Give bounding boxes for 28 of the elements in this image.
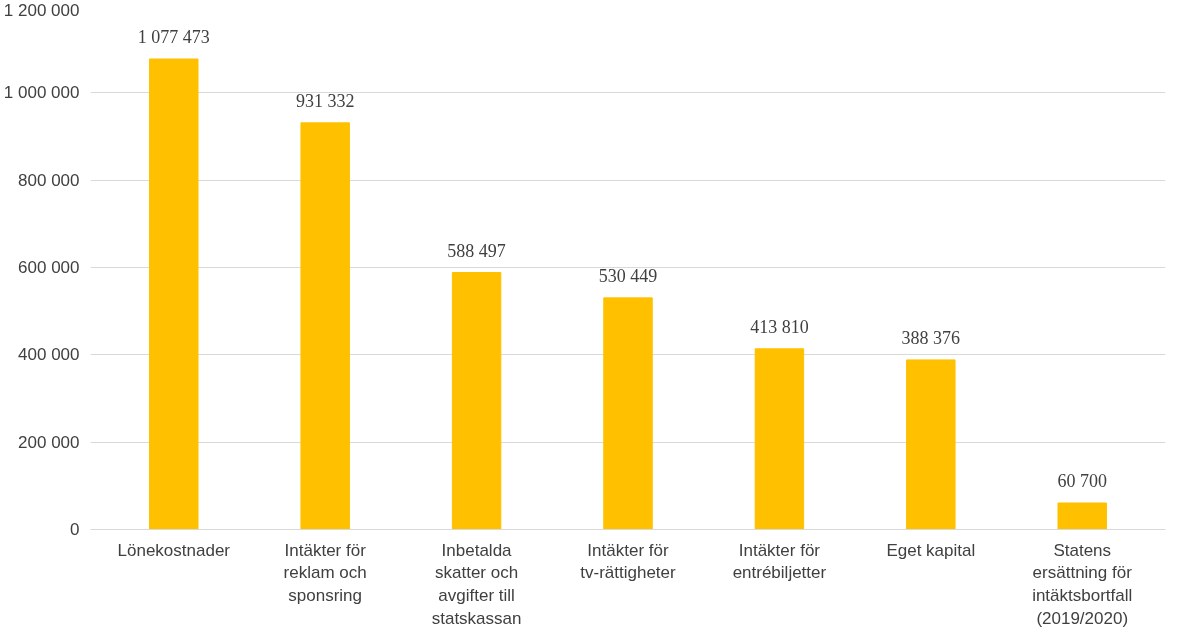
bar [149,58,199,530]
y-tick-label: 400 000 [18,345,80,365]
data-label: 588 497 [447,240,506,261]
bar [906,359,956,530]
x-tick-label: Lönekostnader [117,540,231,560]
bar [300,122,350,530]
data-label: 1 077 473 [137,27,210,47]
data-label: 388 376 [901,327,961,348]
data-label: 530 449 [598,265,658,286]
bar [603,297,653,530]
bar [451,272,502,530]
data-label: 931 332 [295,90,355,111]
y-tick-label: 1 000 000 [3,83,80,103]
x-tick-label: Inbetalda skatter och avgifter till statskassan [431,540,522,628]
bar [1057,502,1107,530]
data-label: 413 810 [750,316,809,337]
x-tick-label: Intäkter för reklam och sponsring [283,540,367,606]
bar [754,348,805,530]
x-tick-label: Statens ersättning för intäktsbortfall (2019/2020) [1032,540,1133,628]
y-tick-label: 0 [70,520,80,539]
y-tick-label: 600 000 [18,258,80,277]
x-tick-label: Eget kapital [886,540,976,560]
y-tick-label: 200 000 [18,432,80,452]
x-tick-label: Intäkter för entrébiljetter [732,540,827,583]
y-tick-label: 800 000 [18,170,80,190]
data-label: 60 700 [1057,470,1107,491]
y-tick-label: 1 200 000 [3,0,80,20]
x-tick-label: Intäkter för tv-rättigheter [580,540,677,583]
